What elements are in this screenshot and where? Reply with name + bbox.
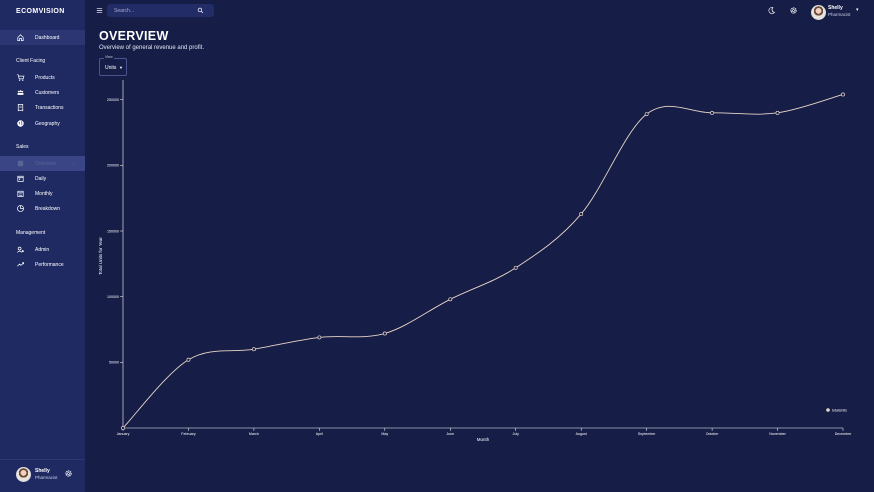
series-line xyxy=(122,94,844,429)
view-select-caption: View xyxy=(104,55,114,59)
globe-icon xyxy=(17,120,24,127)
groups-icon xyxy=(17,90,24,95)
data-point xyxy=(579,211,584,216)
menu-icon[interactable] xyxy=(95,6,104,15)
sidebar-item-monthly[interactable]: Monthly xyxy=(0,186,85,201)
sidebar-item-label: Monthly xyxy=(35,191,53,197)
x-tick-label: September xyxy=(638,432,656,436)
avatar xyxy=(16,467,31,482)
sidebar-item-label: Customers xyxy=(35,90,60,96)
section-client-facing: Client Facing xyxy=(16,58,46,64)
sidebar-item-daily[interactable]: Daily xyxy=(0,171,85,186)
trending-up-icon xyxy=(17,262,25,267)
sidebar-item-breakdown[interactable]: Breakdown xyxy=(0,201,85,216)
chevron-right-icon: › xyxy=(73,161,75,167)
sidebar-item-transactions[interactable]: Transactions xyxy=(0,100,85,115)
y-tick-label: 250000 xyxy=(107,98,119,102)
sidebar-item-performance[interactable]: Performance xyxy=(0,257,85,272)
search-bar[interactable]: Search... xyxy=(107,4,214,17)
sidebar: ECOMVISION Dashboard Client Facing Produ… xyxy=(0,0,85,492)
home-icon xyxy=(17,34,24,42)
data-point xyxy=(775,110,780,115)
sidebar-item-label: Daily xyxy=(35,176,47,182)
x-tick-label: November xyxy=(769,432,786,436)
x-axis-label: Month xyxy=(477,437,490,442)
shopping-cart-icon xyxy=(16,74,25,81)
view-select[interactable]: View Units ▼ xyxy=(99,55,127,76)
y-tick-label: 200000 xyxy=(107,164,119,168)
sidebar-item-dashboard[interactable]: Dashboard xyxy=(0,30,85,45)
legend-swatch xyxy=(826,408,830,412)
data-point xyxy=(121,426,125,430)
sidebar-user-role: Pharmacist xyxy=(35,475,58,480)
search-icon[interactable] xyxy=(197,7,204,14)
view-select-value[interactable]: Units xyxy=(105,65,117,71)
sidebar-user-name: Shelly xyxy=(35,468,50,474)
sidebar-item-label: Dashboard xyxy=(35,35,60,41)
arrow-drop-down-icon[interactable]: ▼ xyxy=(119,65,123,70)
y-tick-label: 150000 xyxy=(107,229,119,233)
sidebar-item-products[interactable]: Products xyxy=(0,70,85,85)
sidebar-item-label: Breakdown xyxy=(35,206,61,212)
data-point xyxy=(251,347,256,352)
search-input[interactable]: Search... xyxy=(114,8,135,14)
sidebar-item-label: Overview xyxy=(35,161,56,167)
calendar-today-icon xyxy=(17,175,24,182)
x-tick-label: March xyxy=(249,432,259,436)
point-of-sale-icon xyxy=(17,160,24,167)
sidebar-item-admin[interactable]: Admin xyxy=(0,242,85,257)
x-tick-label: May xyxy=(381,432,388,436)
admin-panel-icon xyxy=(17,246,24,253)
receipt-icon xyxy=(17,103,24,112)
sidebar-item-label: Geography xyxy=(35,121,60,127)
calendar-month-icon xyxy=(17,190,24,197)
data-point xyxy=(186,357,191,362)
topbar-user-role: Pharmacist xyxy=(828,12,851,17)
data-point xyxy=(448,297,453,302)
sidebar-item-label: Products xyxy=(35,75,55,81)
sidebar-item-label: Transactions xyxy=(35,105,64,111)
topbar-user-name[interactable]: Shelly xyxy=(828,5,843,11)
x-tick-label: April xyxy=(316,432,323,436)
x-tick-label: June xyxy=(446,432,454,436)
y-tick-label: 50000 xyxy=(109,361,119,365)
data-point xyxy=(382,331,387,336)
data-point xyxy=(710,110,715,115)
data-point xyxy=(513,265,518,270)
legend-label: totalUnits xyxy=(832,408,847,412)
sidebar-item-label: Performance xyxy=(35,262,64,268)
y-tick-label: 100000 xyxy=(107,295,119,299)
avatar[interactable] xyxy=(811,5,826,20)
data-point xyxy=(317,335,322,340)
section-management: Management xyxy=(16,230,46,236)
brand-logo: ECOMVISION xyxy=(16,8,65,15)
section-sales: Sales xyxy=(16,144,29,150)
sidebar-divider xyxy=(0,459,85,460)
x-tick-label: July xyxy=(513,432,520,436)
y-axis-label: Total Units for Year xyxy=(98,237,103,275)
sidebar-item-overview[interactable]: Overview › xyxy=(0,156,85,171)
page-subtitle: Overview of general revenue and profit. xyxy=(99,45,205,51)
page-title: OVERVIEW xyxy=(99,29,169,43)
data-point xyxy=(841,92,845,97)
x-tick-label: February xyxy=(181,432,196,436)
sidebar-item-geography[interactable]: Geography xyxy=(0,116,85,131)
dark-mode-icon[interactable] xyxy=(767,6,776,15)
sidebar-item-label: Admin xyxy=(35,247,50,253)
pie-chart-icon xyxy=(17,205,24,212)
settings-gear-icon[interactable] xyxy=(789,6,798,15)
settings-gear-icon[interactable] xyxy=(64,469,73,478)
data-point xyxy=(644,112,649,117)
sidebar-item-customers[interactable]: Customers xyxy=(0,85,85,100)
x-tick-label: January xyxy=(117,432,130,436)
x-tick-label: August xyxy=(576,432,587,436)
x-tick-label: December xyxy=(835,432,852,436)
arrow-drop-down-icon[interactable]: ▾ xyxy=(856,7,859,13)
x-tick-label: October xyxy=(706,432,720,436)
